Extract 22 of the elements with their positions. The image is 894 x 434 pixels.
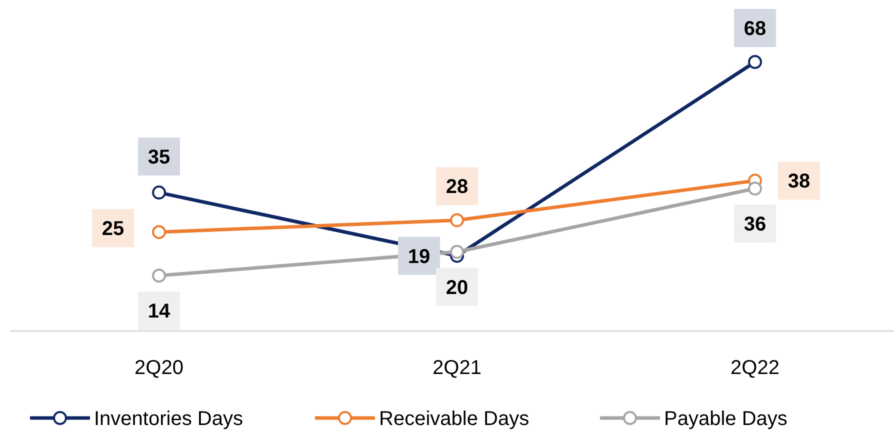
- data-label: 25: [102, 218, 124, 240]
- x-tick-label: 2Q22: [730, 357, 780, 379]
- data-label: 68: [744, 18, 766, 40]
- data-label: 38: [788, 170, 810, 193]
- data-label: 35: [148, 146, 170, 169]
- legend-label: Inventories Days: [94, 408, 243, 430]
- data-label: 28: [446, 176, 468, 198]
- point: [748, 55, 762, 69]
- point: [450, 213, 464, 228]
- legend-label: Payable Days: [664, 408, 788, 430]
- point: [748, 182, 762, 196]
- data-label: 20: [446, 276, 468, 299]
- data-label: 36: [744, 214, 766, 236]
- x-tick-label: 2Q21: [432, 357, 482, 379]
- point: [152, 186, 166, 200]
- data-label: 19: [408, 246, 430, 268]
- point: [450, 244, 464, 259]
- x-tick-label: 2Q20: [134, 357, 184, 379]
- legend-label: Receivable Days: [379, 408, 530, 430]
- data-label: 14: [148, 300, 171, 323]
- point: [152, 225, 166, 240]
- point: [152, 268, 166, 283]
